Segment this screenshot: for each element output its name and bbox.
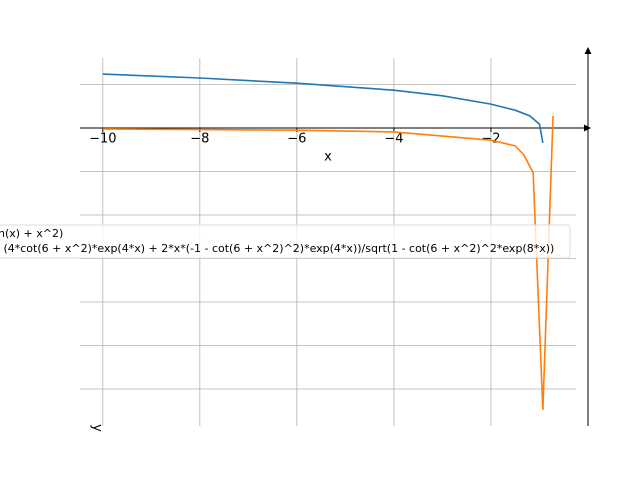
legend-label: - (4*cot(6 + x^2)*exp(4*x) + 2*x*(-1 - c…	[0, 242, 554, 255]
x-tick-label: −6	[287, 132, 306, 147]
y-axis-arrow	[584, 47, 592, 54]
x-tick-label: −2	[481, 132, 500, 147]
x-axis-label: x	[324, 150, 332, 165]
x-tick-label: −8	[190, 132, 209, 147]
line-series	[102, 73, 544, 143]
legend: n(x) + x^2) - (4*cot(6 + x^2)*exp(4*x) + …	[0, 224, 571, 259]
y-axis-label: y	[90, 424, 105, 432]
line-series	[102, 115, 554, 410]
x-tick-label: −4	[384, 132, 403, 147]
x-tick-label: −10	[89, 132, 116, 147]
legend-box	[0, 224, 571, 259]
legend-label: n(x) + x^2)	[0, 227, 63, 240]
